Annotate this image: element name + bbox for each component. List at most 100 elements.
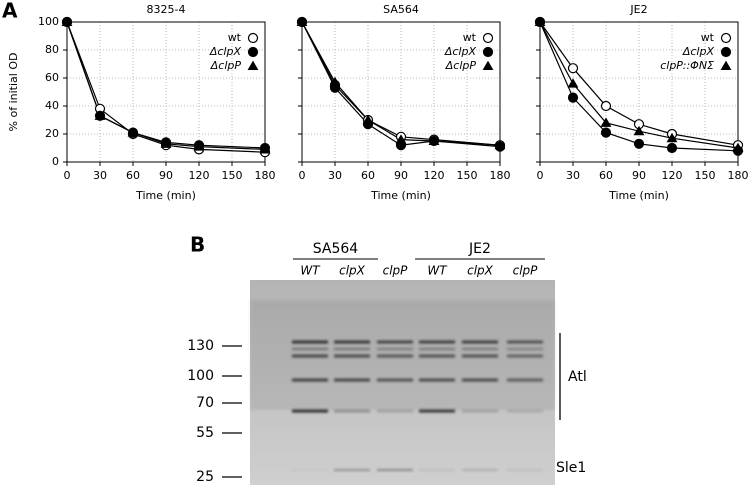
marker bbox=[193, 141, 205, 151]
x-axis-label: Time (min) bbox=[135, 189, 196, 202]
marker bbox=[494, 139, 506, 150]
series-line bbox=[539, 21, 739, 146]
blot-band bbox=[419, 409, 455, 413]
x-tick-label: 120 bbox=[662, 169, 683, 182]
legend-label: ΔclpX bbox=[444, 45, 477, 58]
marker bbox=[259, 144, 271, 154]
y-tick-label: 20 bbox=[45, 127, 59, 140]
size-marker: 100 bbox=[187, 368, 214, 384]
x-tick-label: 60 bbox=[599, 169, 613, 182]
x-tick-label: 30 bbox=[566, 169, 580, 182]
x-tick-label: 150 bbox=[457, 169, 478, 182]
size-marker: 130 bbox=[187, 338, 214, 354]
marker bbox=[600, 127, 612, 138]
blot-band bbox=[507, 469, 543, 471]
x-tick-label: 90 bbox=[394, 169, 408, 182]
marker bbox=[160, 138, 172, 148]
marker bbox=[61, 16, 73, 27]
marker bbox=[600, 117, 612, 127]
marker bbox=[329, 76, 341, 87]
x-axis-label: Time (min) bbox=[370, 189, 431, 202]
x-tick-label: 30 bbox=[328, 169, 342, 182]
group-label: JE2 bbox=[468, 241, 491, 257]
plot-frame bbox=[66, 21, 266, 163]
blot-band bbox=[292, 469, 328, 471]
legend-marker bbox=[720, 32, 732, 44]
series-line bbox=[301, 21, 501, 146]
x-tick-label: 0 bbox=[299, 169, 306, 182]
panel-label: A bbox=[2, 0, 18, 23]
marker bbox=[600, 100, 612, 112]
lane-label: clpX bbox=[467, 264, 494, 278]
size-marker: 55 bbox=[196, 425, 214, 441]
x-tick-label: 90 bbox=[159, 169, 173, 182]
blot-smear bbox=[250, 300, 555, 410]
blot-band bbox=[334, 409, 370, 413]
x-tick-label: 150 bbox=[222, 169, 243, 182]
legend-marker bbox=[482, 46, 494, 58]
group-label: SA564 bbox=[313, 241, 359, 257]
lane-label: WT bbox=[300, 264, 321, 278]
size-marker: 70 bbox=[196, 395, 214, 411]
marker bbox=[633, 125, 645, 136]
y-tick-label: 0 bbox=[52, 155, 59, 168]
marker bbox=[633, 138, 645, 149]
marker bbox=[567, 63, 579, 74]
x-tick-label: 60 bbox=[126, 169, 140, 182]
blot-band bbox=[292, 409, 328, 413]
series-line bbox=[66, 21, 266, 153]
legend-marker bbox=[720, 60, 732, 71]
legend-label: wt bbox=[463, 31, 477, 44]
panel-label: B bbox=[190, 233, 205, 257]
lane-label: clpX bbox=[339, 264, 366, 278]
marker bbox=[362, 114, 374, 125]
marker bbox=[534, 16, 546, 27]
x-tick-label: 150 bbox=[695, 169, 716, 182]
marker bbox=[567, 92, 579, 103]
annotation: Atl bbox=[568, 369, 587, 385]
y-axis-label: % of initial OD bbox=[7, 53, 20, 132]
x-tick-label: 180 bbox=[490, 169, 511, 182]
x-tick-label: 0 bbox=[537, 169, 544, 182]
series-line bbox=[301, 21, 501, 146]
legend-marker bbox=[247, 32, 259, 44]
series-line bbox=[539, 21, 739, 149]
size-marker: 25 bbox=[196, 469, 214, 485]
y-tick-label: 100 bbox=[38, 15, 59, 28]
legend-label: ΔclpP bbox=[210, 59, 242, 72]
x-tick-label: 90 bbox=[632, 169, 646, 182]
legend-marker bbox=[482, 32, 494, 44]
marker bbox=[94, 110, 106, 120]
x-axis-label: Time (min) bbox=[608, 189, 669, 202]
lane-label: clpP bbox=[383, 264, 409, 278]
plot-frame bbox=[539, 21, 739, 163]
annotation: Sle1 bbox=[556, 460, 586, 476]
marker bbox=[127, 127, 139, 137]
y-tick-label: 40 bbox=[45, 99, 59, 112]
legend-marker bbox=[720, 46, 732, 58]
blot-band bbox=[419, 469, 455, 471]
x-tick-label: 0 bbox=[64, 169, 71, 182]
y-tick-label: 80 bbox=[45, 43, 59, 56]
marker bbox=[666, 142, 678, 154]
legend-label: wt bbox=[228, 31, 242, 44]
chart-title: JE2 bbox=[629, 3, 647, 16]
x-tick-label: 30 bbox=[93, 169, 107, 182]
marker bbox=[296, 16, 308, 27]
legend-label: ΔclpX bbox=[682, 45, 715, 58]
plot-frame bbox=[301, 21, 501, 163]
blot-band bbox=[507, 409, 543, 413]
blot-band bbox=[462, 409, 498, 413]
legend-label: ΔclpX bbox=[209, 45, 242, 58]
marker bbox=[428, 135, 440, 146]
legend-label: wt bbox=[701, 31, 715, 44]
series-line bbox=[539, 21, 739, 152]
y-tick-label: 60 bbox=[45, 71, 59, 84]
blot-band bbox=[334, 469, 370, 471]
blot-band bbox=[377, 469, 413, 471]
series-line bbox=[66, 21, 266, 150]
blot-band bbox=[462, 469, 498, 471]
x-tick-label: 120 bbox=[189, 169, 210, 182]
chart-title: 8325-4 bbox=[147, 3, 186, 16]
